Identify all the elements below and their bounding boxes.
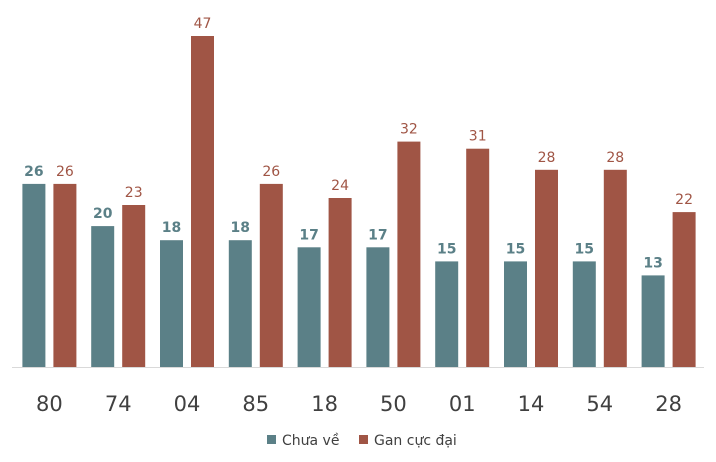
category-labels-group: 80 74 04 85 18 50 01 14 54 28: [36, 392, 682, 416]
bar-gan-cuc-dai-50: [397, 141, 421, 367]
bar-chua-ve-01: [435, 261, 459, 367]
category-label-74: 74: [105, 392, 132, 416]
category-label-54: 54: [586, 392, 613, 416]
category-label-50: 50: [380, 392, 407, 416]
category-label-04: 04: [174, 392, 201, 416]
legend-label-gan-cuc-dai: Gan cực đại: [374, 433, 457, 449]
legend-label-chua-ve: Chưa về: [282, 432, 339, 449]
data-label-gan-cuc-dai-50: 32: [400, 122, 418, 138]
data-label-gan-cuc-dai-80: 26: [56, 164, 74, 180]
data-label-gan-cuc-dai-01: 31: [469, 129, 487, 145]
data-label-chua-ve-85: 18: [231, 220, 250, 236]
category-label-80: 80: [36, 392, 63, 416]
bars-group: [22, 36, 696, 367]
bar-gan-cuc-dai-85: [259, 183, 283, 367]
bar-gan-cuc-dai-54: [603, 169, 627, 367]
bar-chua-ve-74: [91, 226, 115, 367]
data-label-chua-ve-01: 15: [437, 241, 456, 257]
category-label-01: 01: [449, 392, 476, 416]
bar-chua-ve-54: [572, 261, 596, 367]
bar-chua-ve-28: [641, 275, 665, 367]
bar-gan-cuc-dai-04: [191, 36, 214, 367]
category-label-14: 14: [518, 392, 545, 416]
data-label-chua-ve-04: 18: [162, 220, 181, 236]
category-label-28: 28: [655, 392, 682, 416]
data-label-gan-cuc-dai-85: 26: [262, 164, 280, 180]
bar-chua-ve-14: [504, 261, 527, 367]
data-label-gan-cuc-dai-18: 24: [331, 178, 349, 194]
bar-gan-cuc-dai-01: [466, 148, 490, 367]
data-label-chua-ve-14: 15: [506, 241, 525, 257]
data-label-chua-ve-54: 15: [575, 241, 594, 257]
bar-gan-cuc-dai-80: [53, 183, 77, 367]
data-label-chua-ve-28: 13: [643, 255, 662, 271]
data-label-gan-cuc-dai-04: 47: [194, 16, 212, 32]
bar-gan-cuc-dai-74: [122, 205, 146, 367]
data-label-gan-cuc-dai-74: 23: [125, 185, 143, 201]
bar-gan-cuc-dai-28: [672, 212, 696, 367]
bar-chua-ve-85: [228, 240, 252, 367]
bar-chua-ve-50: [366, 247, 390, 367]
data-label-chua-ve-80: 26: [24, 164, 43, 180]
bar-chua-ve-04: [160, 240, 183, 367]
data-label-chua-ve-50: 17: [368, 227, 387, 243]
bar-chua-ve-18: [297, 247, 321, 367]
bar-gan-cuc-dai-18: [328, 198, 352, 367]
value-labels-group: 26 26 20 23 18 47 18 26 17 24 17 32 15 31 15 28 15 28 13 22: [24, 16, 693, 271]
category-label-18: 18: [311, 392, 338, 416]
bar-chua-ve-80: [22, 183, 46, 367]
legend-swatch-chua-ve: [267, 435, 276, 444]
data-label-chua-ve-18: 17: [299, 227, 318, 243]
category-label-85: 85: [242, 392, 269, 416]
data-label-gan-cuc-dai-54: 28: [606, 150, 624, 166]
data-label-gan-cuc-dai-28: 22: [675, 192, 693, 208]
data-label-gan-cuc-dai-14: 28: [538, 150, 556, 166]
legend-swatch-gan-cuc-dai: [359, 435, 368, 444]
legend: Chưa về Gan cực đại: [267, 432, 457, 449]
data-label-chua-ve-74: 20: [93, 206, 113, 222]
bar-gan-cuc-dai-14: [535, 169, 558, 367]
